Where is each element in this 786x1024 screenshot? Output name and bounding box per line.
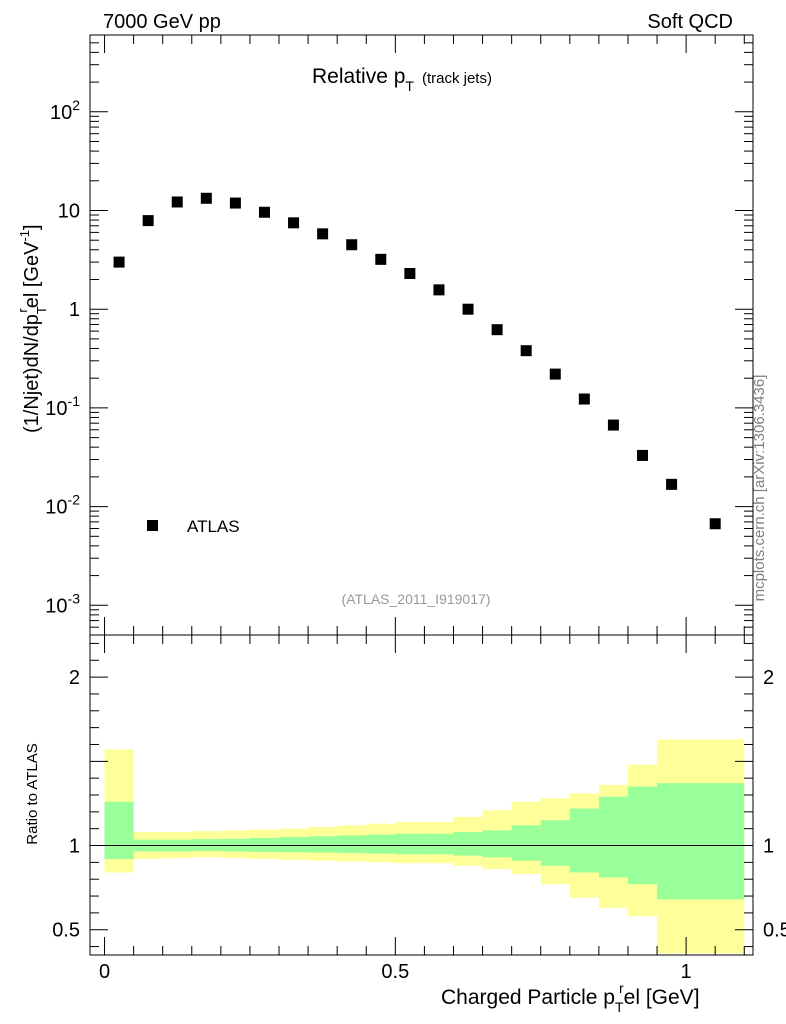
ylabel-part-f: ] bbox=[21, 224, 43, 230]
x-tick-label: 0.5 bbox=[381, 961, 409, 983]
plot-title-sub: T bbox=[405, 78, 414, 94]
uncertainty-band-bin bbox=[191, 839, 221, 851]
ylabel-part-c: r bbox=[15, 308, 30, 313]
uncertainty-band-bin bbox=[249, 837, 280, 852]
data-point bbox=[709, 518, 721, 530]
uncertainty-bands bbox=[104, 739, 745, 954]
data-point bbox=[433, 284, 445, 296]
uncertainty-band-bin bbox=[337, 835, 367, 854]
uncertainty-band-bin bbox=[104, 801, 134, 859]
main-x-ticks bbox=[104, 35, 745, 635]
data-point bbox=[229, 197, 241, 209]
main-y-ticks: 10-3 10-2 10-1 1 10 102 bbox=[45, 34, 753, 636]
data-point bbox=[462, 303, 474, 315]
x-axis-label: Charged Particle pTrel [GeV] bbox=[441, 980, 700, 1015]
y-tick-label: 102 bbox=[50, 97, 80, 124]
uncertainty-band-bin bbox=[511, 825, 541, 861]
analysis-id: (ATLAS_2011_I919017) bbox=[342, 591, 491, 607]
y-tick-label: 10-3 bbox=[45, 590, 80, 617]
xlabel-part-b: T bbox=[615, 999, 624, 1015]
y-tick-label: 10-1 bbox=[45, 393, 80, 420]
data-point bbox=[346, 239, 358, 251]
data-point bbox=[317, 228, 329, 240]
data-point bbox=[113, 256, 125, 268]
xlabel-part-c: r bbox=[619, 980, 624, 996]
ratio-y-tick-label-right: 0.5 bbox=[763, 920, 786, 942]
uncertainty-band-bin bbox=[395, 833, 425, 855]
uncertainty-band-bin bbox=[657, 783, 687, 900]
uncertainty-band-bin bbox=[366, 834, 396, 854]
plot-title: Relative pT (track jets) bbox=[312, 65, 492, 94]
data-point bbox=[200, 192, 212, 204]
ratio-y-tick-label-right: 1 bbox=[763, 836, 774, 858]
uncertainty-band-bin bbox=[627, 786, 658, 885]
main-plot-frame bbox=[89, 34, 754, 636]
side-label: mcplots.cern.ch [arXiv:1306.3436] bbox=[751, 375, 768, 602]
xlabel-part-a: Charged Particle p bbox=[441, 986, 615, 1009]
xlabel-part-d: el [GeV] bbox=[624, 986, 700, 1009]
x-tick-label: 1 bbox=[681, 961, 692, 983]
ylabel-part-d: el [GeV bbox=[21, 241, 43, 308]
ratio-y-ticks: 0.5 0.5 1 1 2 2 bbox=[52, 642, 786, 948]
uncertainty-band-bin bbox=[598, 796, 628, 878]
y-tick-label: 10-2 bbox=[45, 492, 80, 519]
data-point bbox=[142, 215, 154, 227]
header-right: Soft QCD bbox=[647, 11, 733, 33]
data-points bbox=[113, 192, 721, 530]
ylabel-part-a: (1/Njet)dN/dp bbox=[21, 314, 43, 433]
uncertainty-band-bin bbox=[424, 833, 454, 855]
plot-title-note: (track jets) bbox=[422, 70, 492, 87]
ratio-y-tick-label-left: 2 bbox=[69, 667, 80, 689]
data-point bbox=[288, 217, 300, 229]
x-tick-label: 0 bbox=[99, 961, 110, 983]
data-point bbox=[375, 253, 387, 265]
legend-label: ATLAS bbox=[187, 517, 240, 536]
data-point bbox=[666, 478, 678, 490]
data-point bbox=[404, 267, 416, 279]
data-point bbox=[520, 345, 532, 357]
uncertainty-band-bin bbox=[686, 783, 745, 900]
data-point bbox=[549, 368, 561, 380]
ratio-y-tick-label-right: 2 bbox=[763, 667, 774, 689]
ratio-y-tick-label-left: 0.5 bbox=[52, 920, 80, 942]
uncertainty-band-bin bbox=[308, 836, 338, 853]
ylabel-part-e: -1 bbox=[17, 230, 32, 242]
ratio-plot: 0.5 0.51 12 2 0 0.5 1 Ratio to ATLAS Charged … bbox=[24, 634, 786, 1015]
data-point bbox=[258, 206, 270, 218]
data-point bbox=[578, 393, 590, 405]
ratio-y-axis-label: Ratio to ATLAS bbox=[24, 743, 41, 844]
legend-marker bbox=[147, 520, 158, 531]
uncertainty-band-bin bbox=[540, 820, 570, 866]
y-tick-label: 1 bbox=[69, 299, 80, 321]
ratio-x-ticks: 0 0.5 1 bbox=[99, 635, 745, 983]
data-point bbox=[491, 324, 503, 336]
header-left: 7000 GeV pp bbox=[103, 11, 221, 33]
ratio-y-tick-label-left: 1 bbox=[69, 836, 80, 858]
data-point bbox=[171, 196, 183, 208]
uncertainty-band-bin bbox=[482, 830, 512, 858]
ylabel-part-b: T bbox=[34, 306, 49, 314]
uncertainty-band-bin bbox=[569, 808, 599, 873]
data-point bbox=[607, 419, 619, 431]
uncertainty-band-bin bbox=[279, 837, 309, 853]
y-tick-label: 10 bbox=[58, 200, 80, 222]
plot-title-main: Relative p bbox=[312, 65, 405, 88]
data-point bbox=[637, 449, 648, 461]
uncertainty-band-bin bbox=[453, 832, 483, 856]
main-y-axis-label: (1/Njet)dN/dpTrel [GeV-1] bbox=[15, 224, 49, 433]
